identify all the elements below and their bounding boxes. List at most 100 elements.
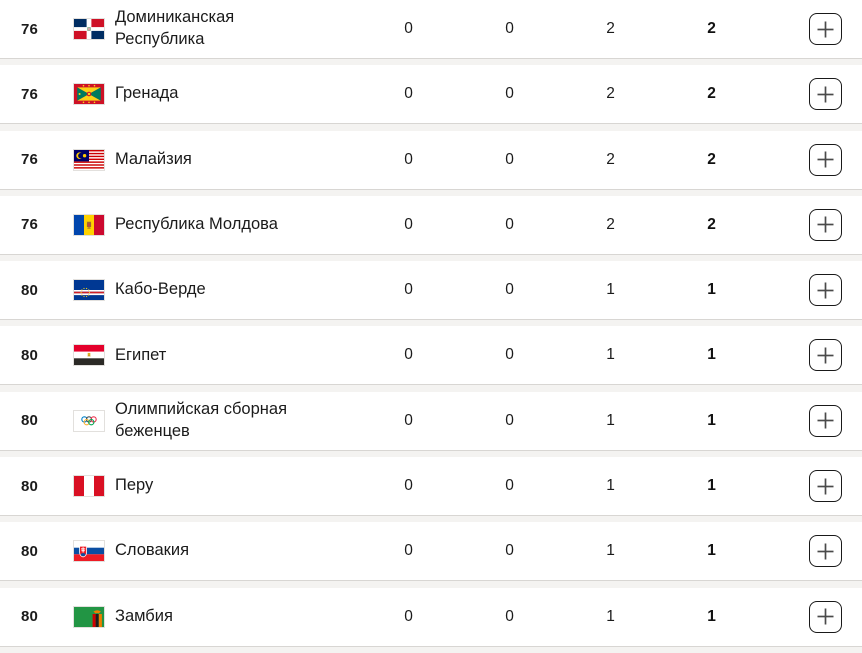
expand-cell [762,274,862,307]
rank-label: 80 [21,477,39,495]
flag-cell [74,345,115,366]
total-count: 2 [707,20,716,37]
table-row[interactable]: 80 Замбия 0 0 1 1 [0,587,862,647]
table-row[interactable]: 80 Олимпийская сборная беженцев 0 0 1 1 [0,391,862,451]
flag-cell [74,149,115,170]
rank-cell: 80 [0,543,74,560]
gold-count: 0 [404,215,413,233]
plus-icon [817,347,834,364]
rank-cell: 76 [0,86,74,103]
rank-cell: 80 [0,478,74,495]
total-count: 1 [707,411,716,429]
country-name: Замбия [115,606,173,625]
country-name: Республика Молдова [115,215,278,233]
table-row[interactable]: 80 Перу 0 0 1 1 [0,457,862,517]
table-row[interactable]: 76 Республика Молдова 0 0 2 2 [0,195,862,255]
gold-count: 0 [404,281,413,299]
expand-row-button[interactable] [809,208,842,241]
rank-cell: 76 [0,21,74,38]
flag-slovakia-icon [74,541,104,562]
country-name: Словакия [115,541,190,560]
gold-count: 0 [404,477,413,495]
silver-count: 0 [505,150,514,168]
total-count: 1 [707,607,716,625]
expand-row-button[interactable] [809,78,842,111]
flag-cell [74,541,115,562]
silver-count: 0 [505,346,514,364]
flag-cell [74,19,115,39]
rank-label: 80 [21,608,39,626]
flag-malaysia-icon [74,149,104,170]
table-row[interactable]: 76 Доминиканская Республика 0 0 2 2 [0,0,862,59]
gold-count: 0 [404,20,413,37]
expand-row-button[interactable] [809,274,842,307]
plus-icon [817,412,834,429]
total-count: 2 [707,150,716,168]
plus-icon [817,282,834,299]
rank-cell: 76 [0,151,74,168]
expand-row-button[interactable] [809,13,842,45]
flag-moldova-icon [74,214,104,235]
expand-row-button[interactable] [809,143,842,176]
flag-zambia-icon [74,606,104,627]
expand-row-button[interactable] [809,470,842,503]
expand-row-button[interactable] [809,404,842,437]
country-name: Кабо-Верде [115,280,206,299]
rank-cell: 80 [0,608,74,625]
expand-cell [762,143,862,176]
expand-cell [762,600,862,633]
gold-count: 0 [404,411,413,429]
country-name: Малайзия [115,149,192,168]
country-name: Гренада [115,84,179,103]
table-row[interactable]: 80 Кабо-Верде 0 0 1 1 [0,261,862,321]
gold-count: 0 [404,150,413,168]
plus-icon [817,151,834,168]
flag-cell [74,476,115,497]
gold-count: 0 [404,346,413,364]
bronze-count: 2 [606,85,615,103]
country-name: Перу [115,476,154,495]
expand-row-button[interactable] [809,339,842,372]
flag-dominican-republic-icon [74,19,104,39]
silver-count: 0 [505,607,514,625]
bronze-count: 1 [606,281,615,299]
flag-cell [74,214,115,235]
flag-cell [74,606,115,627]
rank-label: 76 [21,85,39,103]
country-name: Доминиканская Республика [115,8,235,48]
bronze-count: 2 [606,20,615,37]
bronze-count: 1 [606,346,615,364]
flag-grenada-icon [74,84,104,105]
table-row[interactable]: 76 Гренада 0 0 2 2 [0,65,862,125]
table-row[interactable]: 80 Египет 0 0 1 1 [0,326,862,386]
gold-count: 0 [404,85,413,103]
bronze-count: 2 [606,150,615,168]
expand-cell [762,470,862,503]
bronze-count: 1 [606,411,615,429]
rank-cell: 80 [0,412,74,429]
plus-icon [817,478,834,495]
rank-label: 76 [21,20,39,38]
plus-icon [817,216,834,233]
flag-egypt-icon [74,345,104,366]
silver-count: 0 [505,215,514,233]
table-row[interactable]: 80 Словакия 0 0 1 1 [0,522,862,582]
total-count: 1 [707,281,716,299]
country-name: Олимпийская сборная беженцев [115,400,288,440]
silver-count: 0 [505,20,514,37]
rank-label: 76 [21,216,39,234]
rank-label: 80 [21,412,39,430]
expand-row-button[interactable] [809,600,842,633]
bronze-count: 1 [606,607,615,625]
rank-cell: 76 [0,216,74,233]
expand-cell [762,208,862,241]
bronze-count: 1 [606,477,615,495]
expand-row-button[interactable] [809,535,842,568]
expand-cell [762,13,862,45]
plus-icon [817,608,834,625]
rank-cell: 80 [0,347,74,364]
table-row[interactable]: 76 Малайзия 0 0 2 2 [0,130,862,190]
silver-count: 0 [505,477,514,495]
rank-label: 80 [21,542,39,560]
